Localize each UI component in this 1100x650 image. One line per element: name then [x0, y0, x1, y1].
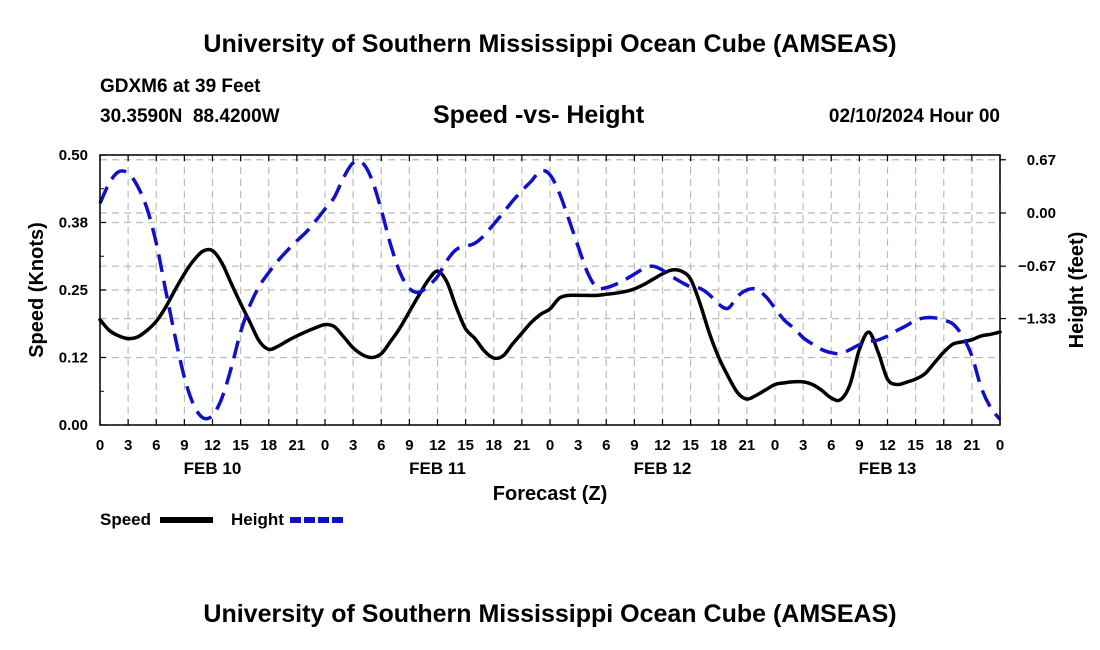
station-label: GDXM6 at 39 Feet	[100, 76, 261, 97]
x-tick-label: 3	[574, 437, 582, 454]
x-tick-label: 12	[429, 437, 446, 454]
footer-title: University of Southern Mississippi Ocean…	[203, 600, 897, 628]
x-tick-label: 0	[96, 437, 104, 454]
x-tick-label: 6	[152, 437, 160, 454]
header-title: University of Southern Mississippi Ocean…	[203, 30, 897, 58]
x-tick-label: 9	[405, 437, 413, 454]
x-tick-label: 12	[204, 437, 221, 454]
x-tick-label: 3	[349, 437, 357, 454]
x-tick-label: 18	[260, 437, 277, 454]
x-tick-label: 15	[907, 437, 924, 454]
x-tick-label: 21	[289, 437, 306, 454]
day-label: FEB 13	[859, 459, 917, 478]
coordinates-label: 30.3590N 88.4200W	[100, 106, 280, 127]
speed-line	[98, 247, 1002, 403]
x-tick-label: 9	[180, 437, 188, 454]
y-tick-label: 0.12	[59, 350, 88, 367]
axes-layer: 0 3 6 9 12 15 18 21 0 3 6 9 12 15 18 21 0 3 6 9 12 15 18 21 0 3 6 9…	[59, 147, 1056, 478]
x-tick-label: 6	[602, 437, 610, 454]
x-tick-label: 12	[654, 437, 671, 454]
height-line	[98, 159, 1002, 421]
day-label: FEB 12	[634, 459, 692, 478]
y-right-tick-label: −1.33	[1018, 311, 1056, 328]
x-tick-label: 15	[682, 437, 699, 454]
legend-speed-label: Speed	[100, 510, 151, 529]
legend: Speed Height	[100, 510, 343, 529]
x-tick-label: 3	[124, 437, 132, 454]
x-tick-label: 6	[827, 437, 835, 454]
chart-title: Speed -vs- Height	[433, 101, 645, 129]
x-tick-label: 12	[879, 437, 896, 454]
day-label: FEB 10	[184, 459, 242, 478]
x-tick-label: 18	[485, 437, 502, 454]
y-axis-right-label: Height (feet)	[1066, 232, 1088, 349]
x-tick-label: 0	[546, 437, 554, 454]
x-tick-label: 9	[630, 437, 638, 454]
x-tick-label: 21	[739, 437, 756, 454]
y-tick-label: 0.00	[59, 417, 88, 434]
y-tick-label: 0.50	[59, 147, 88, 164]
x-tick-label: 0	[771, 437, 779, 454]
x-tick-label: 3	[799, 437, 807, 454]
x-tick-label: 9	[855, 437, 863, 454]
x-axis-label: Forecast (Z)	[493, 483, 607, 505]
x-tick-label: 15	[232, 437, 249, 454]
x-tick-label: 6	[377, 437, 385, 454]
grid-layer	[99, 154, 1001, 426]
y-right-tick-label: −0.67	[1018, 258, 1056, 275]
y-tick-label: 0.25	[59, 282, 88, 299]
day-label: FEB 11	[409, 459, 466, 478]
x-tick-label: 21	[514, 437, 531, 454]
x-tick-label: 18	[710, 437, 727, 454]
y-tick-label: 0.38	[59, 215, 88, 232]
y-right-tick-label: 0.67	[1027, 152, 1056, 169]
x-tick-label: 18	[935, 437, 952, 454]
x-tick-label: 0	[321, 437, 329, 454]
x-tick-label: 0	[996, 437, 1004, 454]
x-tick-label: 15	[457, 437, 474, 454]
x-tick-label: 21	[964, 437, 981, 454]
y-axis-label: Speed (Knots)	[26, 222, 48, 358]
date-label: 02/10/2024 Hour 00	[828, 106, 1000, 127]
legend-height-label: Height	[231, 510, 284, 529]
y-right-tick-label: 0.00	[1027, 205, 1056, 222]
